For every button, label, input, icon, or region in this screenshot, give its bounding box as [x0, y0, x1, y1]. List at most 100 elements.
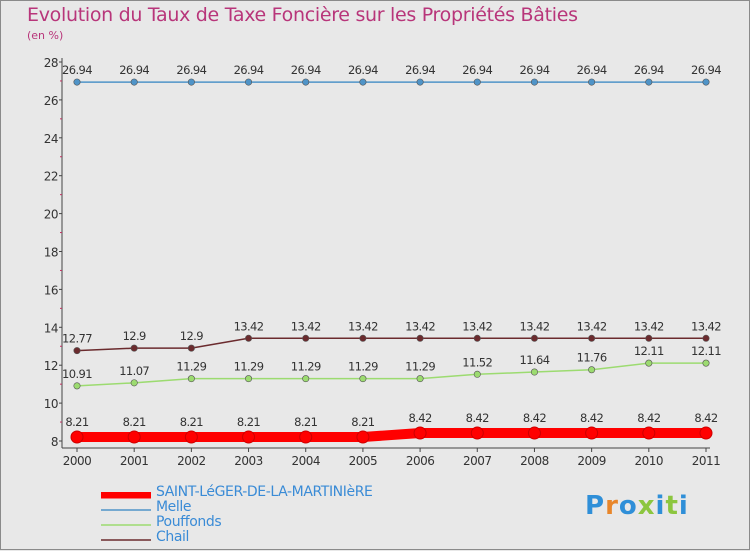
data-point — [588, 366, 596, 374]
data-point — [416, 334, 424, 342]
data-label: 26.94 — [577, 63, 607, 77]
series-line — [72, 428, 711, 443]
legend-item: Pouffonds — [101, 515, 421, 530]
data-point — [645, 334, 653, 342]
data-point — [588, 334, 596, 342]
x-tick-label: 2002 — [177, 454, 206, 468]
data-label: 8.42 — [580, 411, 603, 425]
data-point — [527, 426, 541, 440]
data-point — [699, 426, 713, 440]
data-label: 11.29 — [348, 360, 378, 374]
y-tick-label: 12 — [44, 359, 58, 373]
data-label: 11.64 — [519, 353, 549, 367]
data-point — [530, 334, 538, 342]
data-label: 12.9 — [123, 329, 146, 343]
chart-title: Evolution du Taux de Taxe Foncière sur l… — [27, 4, 578, 26]
data-point — [130, 379, 138, 387]
legend-label: Pouffonds — [156, 514, 222, 530]
legend-item: Chail — [101, 530, 421, 545]
data-point — [127, 430, 141, 444]
data-point — [242, 430, 256, 444]
data-label: 26.94 — [634, 63, 664, 77]
data-label: 8.42 — [408, 411, 431, 425]
data-label: 26.94 — [462, 63, 492, 77]
data-label: 13.42 — [634, 319, 664, 333]
legend-label: Chail — [156, 529, 190, 545]
data-point — [702, 334, 710, 342]
y-tick-label: 24 — [44, 132, 58, 146]
data-point — [359, 375, 367, 383]
data-point — [130, 344, 138, 352]
y-tick-label: 16 — [44, 283, 58, 297]
data-label: 26.94 — [176, 63, 206, 77]
proxiti-logo: Proxiti — [585, 491, 689, 521]
data-point — [187, 78, 195, 86]
data-point — [416, 375, 424, 383]
x-tick-label: 2009 — [577, 454, 606, 468]
y-tick-label: 18 — [44, 246, 58, 260]
legend-item: Melle — [101, 500, 421, 515]
data-label: 26.94 — [691, 63, 721, 77]
data-label: 8.21 — [237, 415, 260, 429]
data-label: 12.11 — [691, 344, 721, 358]
data-point — [645, 78, 653, 86]
data-label: 13.42 — [691, 319, 721, 333]
data-point — [359, 78, 367, 86]
data-point — [702, 78, 710, 86]
data-label: 11.29 — [176, 360, 206, 374]
data-point — [302, 375, 310, 383]
data-point — [302, 334, 310, 342]
data-point — [302, 78, 310, 86]
x-tick-label: 2008 — [520, 454, 549, 468]
x-tick-label: 2004 — [291, 454, 320, 468]
legend-label: SAINT-LéGER-DE-LA-MARTINIèRE — [156, 484, 373, 500]
data-label: 8.42 — [466, 411, 489, 425]
data-label: 12.11 — [634, 344, 664, 358]
data-point — [359, 334, 367, 342]
series-line — [76, 337, 707, 352]
data-point — [245, 375, 253, 383]
data-point — [642, 426, 656, 440]
data-label: 26.94 — [119, 63, 149, 77]
data-label: 12.9 — [180, 329, 203, 343]
data-point — [702, 359, 710, 367]
data-label: 12.77 — [62, 332, 92, 346]
y-tick-label: 8 — [51, 435, 58, 449]
data-point — [416, 78, 424, 86]
x-tick-label: 2006 — [406, 454, 435, 468]
data-label: 8.21 — [180, 415, 203, 429]
data-label: 11.76 — [577, 351, 607, 365]
x-tick-label: 2003 — [234, 454, 263, 468]
data-point — [245, 334, 253, 342]
data-point — [187, 375, 195, 383]
legend-item: SAINT-LéGER-DE-LA-MARTINIèRE — [101, 485, 421, 500]
x-tick-label: 2011 — [692, 454, 721, 468]
data-point — [73, 78, 81, 86]
data-label: 8.21 — [351, 415, 374, 429]
legend-swatch — [101, 524, 151, 526]
data-label: 13.42 — [519, 319, 549, 333]
data-label: 26.94 — [519, 63, 549, 77]
x-tick-label: 2005 — [349, 454, 378, 468]
data-point — [530, 368, 538, 376]
data-point — [585, 426, 599, 440]
legend-swatch — [101, 509, 151, 511]
x-tick-label: 2001 — [120, 454, 149, 468]
legend-swatch — [101, 492, 151, 499]
data-label: 11.52 — [462, 355, 492, 369]
data-label: 26.94 — [291, 63, 321, 77]
data-label: 11.29 — [405, 360, 435, 374]
y-tick-label: 26 — [44, 94, 58, 108]
data-point — [473, 334, 481, 342]
data-point — [588, 78, 596, 86]
y-tick-label: 10 — [44, 397, 58, 411]
data-point — [530, 78, 538, 86]
data-label: 13.42 — [291, 319, 321, 333]
data-point — [645, 359, 653, 367]
legend-label: Melle — [156, 499, 192, 515]
data-label: 11.29 — [291, 360, 321, 374]
data-label: 8.21 — [123, 415, 146, 429]
y-axis-label: (en %) — [27, 29, 64, 42]
x-tick-label: 2007 — [463, 454, 492, 468]
